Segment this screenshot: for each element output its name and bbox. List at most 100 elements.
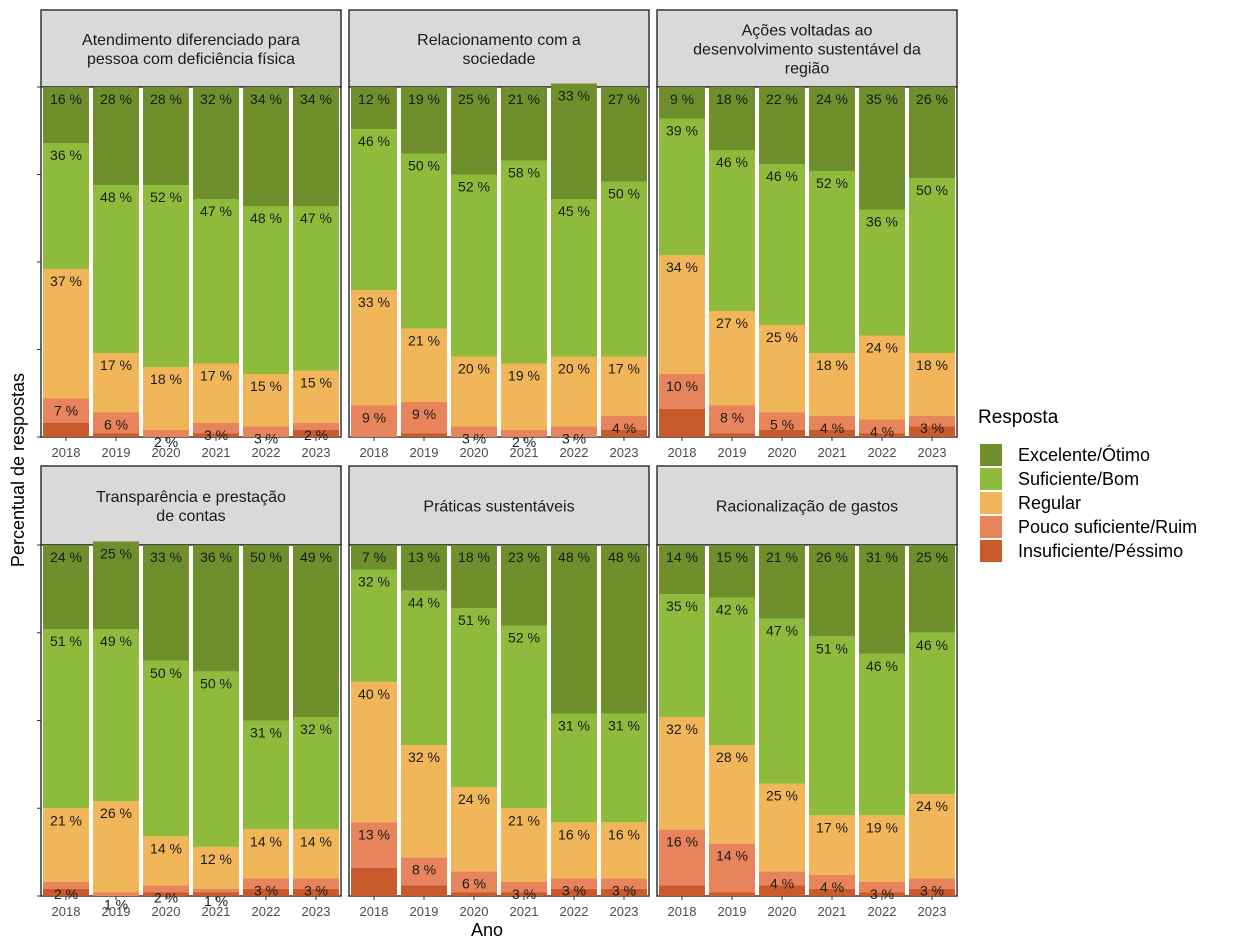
- data-label: 18 %: [716, 91, 748, 107]
- bar-segment: [601, 416, 647, 430]
- x-tick-label: 2023: [918, 445, 947, 460]
- data-label: 31 %: [608, 717, 640, 733]
- bar-segment: [193, 892, 239, 896]
- data-label: 28 %: [716, 749, 748, 765]
- data-label: 45 %: [558, 203, 590, 219]
- bar-segment: [451, 608, 497, 788]
- x-tick-label: 2023: [610, 904, 639, 919]
- bar-segment: [193, 846, 239, 889]
- bar-segment: [859, 87, 905, 210]
- bar-segment: [193, 199, 239, 364]
- x-tick-label: 2022: [868, 445, 897, 460]
- bar-segment: [601, 356, 647, 416]
- x-tick-label: 2019: [410, 445, 439, 460]
- bar-segment: [709, 311, 755, 406]
- bar-segment: [193, 888, 239, 893]
- x-tick-label: 2021: [510, 445, 539, 460]
- bar-segment: [451, 87, 497, 175]
- bar-segment: [193, 363, 239, 423]
- bar-segment: [501, 160, 547, 364]
- data-label: 48 %: [100, 189, 132, 205]
- x-tick-label: 2018: [668, 904, 697, 919]
- bar-segment: [93, 185, 139, 353]
- data-label: 3 %: [204, 427, 228, 443]
- x-tick-label: 2021: [818, 904, 847, 919]
- bar-segment: [659, 255, 705, 374]
- bar-segment: [243, 888, 289, 896]
- data-label: 32 %: [358, 574, 390, 590]
- data-label: 4 %: [770, 875, 794, 891]
- facet-panel: Relacionamento com a sociedade 12 % 46 % 33 …: [348, 9, 650, 460]
- facet-title-line: Ações voltadas ao: [742, 23, 873, 40]
- data-label: 39 %: [666, 123, 698, 139]
- bar-segment: [401, 545, 447, 591]
- panel-plot-area: [348, 544, 650, 897]
- data-label: 31 %: [250, 725, 282, 741]
- bar-segment: [659, 409, 705, 437]
- bar-segment: [43, 398, 89, 423]
- data-label: 46 %: [866, 658, 898, 674]
- legend-swatch: [980, 468, 1002, 490]
- data-label: 44 %: [408, 595, 440, 611]
- x-tick-label: 2022: [560, 445, 589, 460]
- bar-segment: [243, 545, 289, 721]
- x-tick-label: 2021: [818, 445, 847, 460]
- data-label: 8 %: [412, 861, 436, 877]
- bar-segment: [143, 367, 189, 430]
- data-label: 51 %: [50, 633, 82, 649]
- data-label: 9 %: [362, 410, 386, 426]
- bar-segment: [243, 87, 289, 206]
- bar-segment: [809, 545, 855, 637]
- data-label: 16 %: [666, 833, 698, 849]
- data-label: 25 %: [916, 549, 948, 565]
- bar-segment: [193, 671, 239, 847]
- data-label: 19 %: [408, 91, 440, 107]
- data-label: 33 %: [150, 549, 182, 565]
- bar-segment: [451, 892, 497, 896]
- x-tick-label: 2022: [868, 904, 897, 919]
- bar-segment: [143, 87, 189, 185]
- bar-segment: [551, 713, 597, 823]
- facet-panel: Transparência e prestação de contas 24 % 51…: [37, 465, 342, 919]
- data-label: 4 %: [820, 879, 844, 895]
- data-label: 32 %: [200, 91, 232, 107]
- data-label: 35 %: [666, 598, 698, 614]
- data-label: 33 %: [358, 294, 390, 310]
- data-label: 12 %: [358, 91, 390, 107]
- bar-segment: [193, 433, 239, 437]
- bar-segment: [243, 720, 289, 830]
- bar-segment: [759, 618, 805, 784]
- data-label: 2 %: [154, 434, 178, 450]
- data-label: 17 %: [816, 819, 848, 835]
- data-label: 48 %: [608, 549, 640, 565]
- bar-segment: [401, 328, 447, 402]
- data-label: 24 %: [916, 798, 948, 814]
- data-label: 21 %: [508, 91, 540, 107]
- x-tick-label: 2023: [610, 445, 639, 460]
- bar-segment: [43, 888, 89, 896]
- data-label: 14 %: [300, 833, 332, 849]
- bar-segment: [659, 118, 705, 255]
- bar-segment: [93, 353, 139, 413]
- data-label: 15 %: [716, 549, 748, 565]
- data-label: 31 %: [866, 549, 898, 565]
- data-label: 21 %: [50, 812, 82, 828]
- bar-segment: [709, 150, 755, 311]
- bar-segment: [551, 426, 597, 437]
- data-label: 47 %: [200, 203, 232, 219]
- x-tick-label: 2018: [52, 904, 81, 919]
- bar-segment: [909, 878, 955, 889]
- facet-strip: [348, 9, 650, 88]
- data-label: 16 %: [50, 91, 82, 107]
- x-tick-label: 2018: [52, 445, 81, 460]
- facet-title-line: região: [785, 61, 830, 78]
- panel-plot-area: [348, 86, 650, 438]
- bar-segment: [293, 430, 339, 437]
- bar-segment: [293, 545, 339, 717]
- data-label: 26 %: [916, 91, 948, 107]
- bar-segment: [809, 430, 855, 437]
- x-tick-label: 2020: [460, 445, 489, 460]
- x-tick-label: 2018: [360, 445, 389, 460]
- data-label: 28 %: [150, 91, 182, 107]
